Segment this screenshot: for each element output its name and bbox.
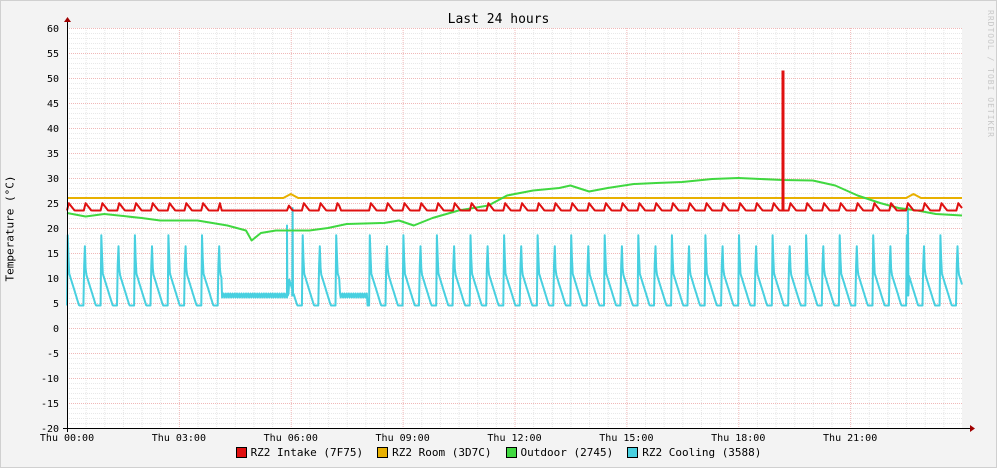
y-axis-arrow (64, 17, 71, 22)
legend-label: RZ2 Room (3D7C) (392, 446, 492, 459)
legend-item: RZ2 Intake (7F75) (235, 446, 364, 459)
y-tick-label: 25 (47, 199, 59, 210)
y-tick-label: 55 (47, 49, 59, 60)
y-tick-label: 40 (47, 124, 59, 135)
legend-item: Outdoor (2745) (505, 446, 614, 459)
y-tick-label: 5 (53, 299, 59, 310)
series-line (66, 177, 963, 242)
x-tick-label: Thu 00:00 (40, 433, 94, 444)
legend-label: RZ2 Cooling (3588) (642, 446, 762, 459)
y-tick-label: 30 (47, 174, 59, 185)
x-axis-arrow (970, 425, 975, 432)
x-tick-label: Thu 03:00 (152, 433, 206, 444)
x-tick-label: Thu 09:00 (376, 433, 430, 444)
chart-title: Last 24 hours (447, 12, 550, 27)
x-tick-label: Thu 18:00 (711, 433, 765, 444)
series-line (66, 202, 963, 212)
x-tick-label: Thu 12:00 (487, 433, 541, 444)
y-tick-label: -20 (41, 424, 59, 435)
y-tick-label: 45 (47, 99, 59, 110)
y-tick-label: 15 (47, 249, 59, 260)
y-tick-label: 35 (47, 149, 59, 160)
x-tick-label: Thu 15:00 (599, 433, 653, 444)
y-tick-label: 0 (53, 324, 59, 335)
series-line (67, 193, 962, 199)
legend-swatch (505, 447, 517, 458)
legend-item: RZ2 Room (3D7C) (377, 446, 492, 459)
legend-swatch (627, 447, 639, 458)
legend-swatch (235, 447, 247, 458)
legend-item: RZ2 Cooling (3588) (627, 446, 761, 459)
y-tick-label: -15 (41, 399, 59, 410)
legend-swatch (377, 447, 389, 458)
y-tick-label: 50 (47, 74, 59, 85)
legend-label: RZ2 Intake (7F75) (250, 446, 364, 459)
x-tick-label: Thu 21:00 (823, 433, 877, 444)
x-tick-label: Thu 06:00 (264, 433, 318, 444)
y-tick-label: 60 (47, 24, 59, 35)
series-line (66, 207, 963, 307)
y-tick-label: -10 (41, 374, 59, 385)
legend-label: Outdoor (2745) (520, 446, 614, 459)
watermark: RRDTOOL / TOBI OETIKER (986, 10, 995, 138)
y-tick-label: 10 (47, 274, 59, 285)
y-tick-label: -5 (47, 349, 59, 360)
legend: RZ2 Intake (7F75) RZ2 Room (3D7C) Outdoor … (0, 446, 997, 459)
y-tick-label: 20 (47, 224, 59, 235)
